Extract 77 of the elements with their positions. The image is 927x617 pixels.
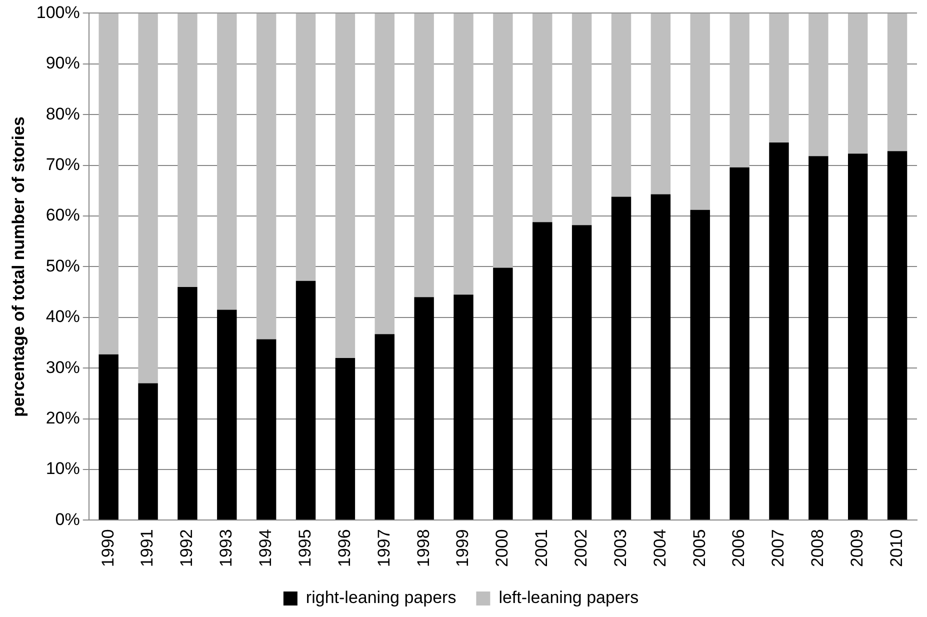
bar xyxy=(335,13,356,358)
bar xyxy=(98,354,118,520)
x-tick-label: 1996 xyxy=(334,529,354,568)
bar xyxy=(178,13,198,287)
bar xyxy=(256,339,276,520)
bar xyxy=(532,13,552,222)
bar xyxy=(138,13,158,384)
bar xyxy=(217,310,237,520)
x-tick-label: 1993 xyxy=(216,529,236,568)
bar xyxy=(493,13,513,268)
bar xyxy=(808,13,828,156)
x-tick-label: 1994 xyxy=(256,529,276,568)
x-tick-label: 2008 xyxy=(808,529,828,568)
bar xyxy=(650,194,671,520)
bar xyxy=(808,156,828,520)
x-tick-label: 2000 xyxy=(492,529,512,568)
y-tick-label: 30% xyxy=(46,358,80,377)
bar xyxy=(296,13,316,281)
bar xyxy=(690,13,710,210)
bar xyxy=(296,280,316,520)
bar xyxy=(611,196,632,520)
x-tick-label: 2009 xyxy=(848,529,867,568)
x-tick-label: 2006 xyxy=(729,529,748,568)
y-tick-label: 60% xyxy=(46,206,80,225)
bar xyxy=(572,13,592,226)
y-tick-label: 10% xyxy=(46,459,80,478)
bar xyxy=(730,167,750,520)
bar xyxy=(374,334,394,520)
bar xyxy=(374,13,394,334)
x-tick-label: 2007 xyxy=(768,529,788,568)
legend-label: right-leaning papers xyxy=(306,588,456,608)
x-tick-label: 2001 xyxy=(532,529,552,568)
x-tick-label: 1991 xyxy=(138,529,157,568)
bar xyxy=(335,358,356,520)
bar xyxy=(217,13,237,310)
x-tick-label: 1997 xyxy=(374,529,394,568)
bar xyxy=(887,151,908,520)
bar xyxy=(848,13,868,154)
y-tick-label: 20% xyxy=(46,408,80,428)
x-tick-label: 1992 xyxy=(177,529,196,568)
bar xyxy=(650,13,671,194)
x-tick-label: 2010 xyxy=(886,529,906,568)
y-tick-label: 0% xyxy=(55,510,80,529)
bar xyxy=(256,13,276,340)
bar xyxy=(887,13,908,152)
x-tick-label: 1999 xyxy=(453,529,472,568)
bar xyxy=(414,297,434,520)
y-tick-label: 50% xyxy=(46,256,80,276)
x-tick-label: 2002 xyxy=(571,529,590,568)
bar xyxy=(532,222,552,520)
y-tick-label: 100% xyxy=(36,2,80,22)
y-tick-label: 40% xyxy=(46,307,80,326)
bar xyxy=(454,13,474,295)
bar xyxy=(730,13,750,168)
x-tick-label: 2003 xyxy=(610,529,630,568)
y-tick-label: 90% xyxy=(46,54,80,73)
bar xyxy=(769,142,789,520)
x-tick-label: 1998 xyxy=(414,529,433,568)
x-tick-label: 2004 xyxy=(650,529,670,568)
bar xyxy=(138,383,158,520)
y-tick-label: 70% xyxy=(46,154,80,174)
bar xyxy=(414,13,434,298)
bar xyxy=(848,154,868,520)
bar xyxy=(493,268,513,520)
legend-label: left-leaning papers xyxy=(498,588,639,608)
bar xyxy=(690,210,710,520)
bar xyxy=(178,286,198,520)
bar xyxy=(572,225,592,520)
bar xyxy=(611,13,632,197)
y-axis-title: percentage of total number of stories xyxy=(8,116,28,417)
x-tick-label: 2005 xyxy=(690,529,709,568)
x-tick-label: 1995 xyxy=(295,529,314,568)
bar xyxy=(98,13,118,354)
bar xyxy=(454,294,474,520)
y-tick-label: 80% xyxy=(46,104,80,124)
x-tick-label: 1990 xyxy=(98,529,118,568)
bar xyxy=(769,13,789,142)
